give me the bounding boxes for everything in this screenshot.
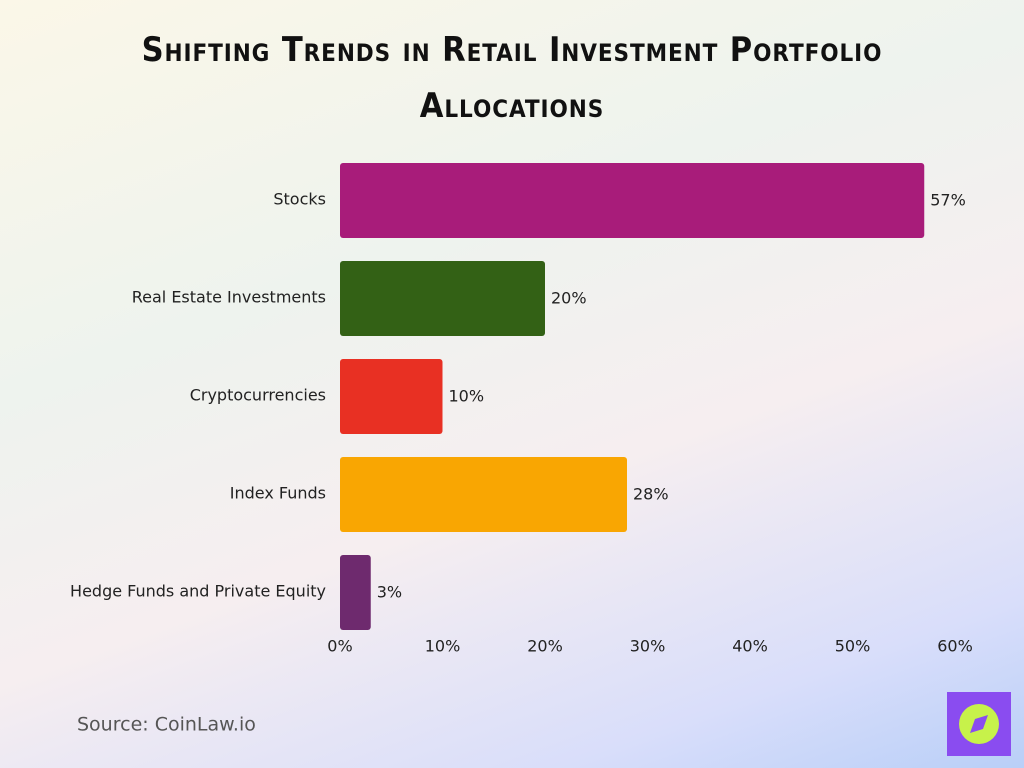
value-label: 20%: [551, 289, 587, 308]
x-tick-label: 60%: [937, 637, 973, 656]
value-label: 10%: [449, 387, 485, 406]
y-tick-label: Stocks: [273, 190, 326, 209]
bar: [340, 457, 627, 532]
source: Source: CoinLaw.io: [77, 714, 256, 736]
y-tick-label: Real Estate Investments: [132, 288, 326, 307]
logo: [947, 692, 1011, 756]
value-label: 57%: [930, 191, 966, 210]
y-tick-label: Hedge Funds and Private Equity: [70, 582, 326, 601]
bar: [340, 261, 545, 336]
x-tick-label: 20%: [527, 637, 563, 656]
chart-title: Shifting Trends in Retail Investment Por…: [141, 30, 883, 126]
x-tick-label: 0%: [327, 637, 352, 656]
x-tick-label: 40%: [732, 637, 768, 656]
value-label: 3%: [377, 583, 402, 602]
bar: [340, 163, 925, 238]
x-tick-label: 30%: [630, 637, 666, 656]
value-label: 28%: [633, 485, 669, 504]
bar: [340, 359, 443, 434]
bar: [340, 555, 371, 630]
y-tick-label: Cryptocurrencies: [190, 386, 326, 405]
y-tick-label: Index Funds: [230, 484, 326, 503]
x-tick-label: 50%: [835, 637, 871, 656]
x-tick-label: 10%: [425, 637, 461, 656]
